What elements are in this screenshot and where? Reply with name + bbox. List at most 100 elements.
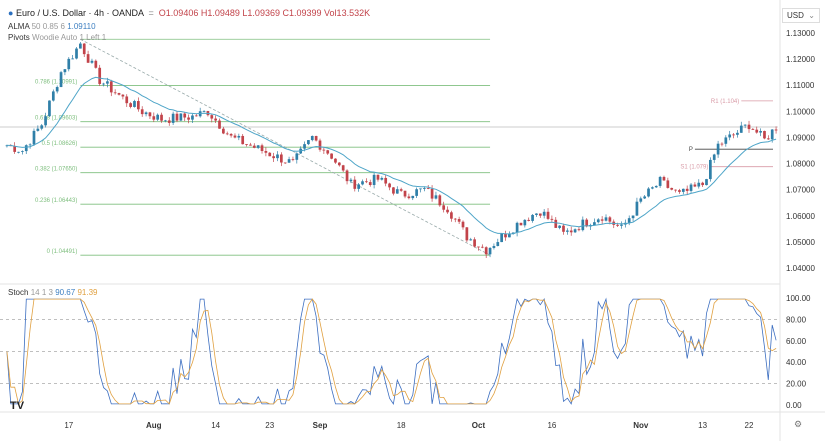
alma-legend[interactable]: ALMA 50 0.85 6 1.09110	[8, 22, 96, 31]
fib-level-label: 0.236 (1.06443)	[35, 198, 77, 204]
candle-body	[260, 145, 264, 152]
stoch-tick-label: 20.00	[786, 380, 807, 389]
candle-body	[743, 124, 747, 126]
candle-body	[334, 158, 337, 163]
candle-body	[337, 162, 341, 166]
candle-body	[295, 153, 299, 160]
candle-body	[635, 201, 639, 216]
stoch-k-value: 90.67	[55, 288, 76, 297]
candle-body	[191, 115, 194, 120]
candle-body	[380, 177, 384, 180]
candle-body	[349, 179, 353, 182]
currency-flag-icon: ●	[8, 8, 14, 18]
candle-body	[666, 180, 670, 188]
candle-body	[627, 218, 631, 223]
currency-label: USD	[787, 11, 804, 20]
candle-body	[566, 230, 569, 232]
candle-body	[144, 112, 148, 115]
candle-body	[287, 159, 291, 163]
pivots-params: Woodie Auto 1 Left 1	[32, 33, 107, 42]
candle-body	[736, 132, 739, 135]
candle-body	[542, 211, 546, 216]
candle-body	[318, 140, 322, 150]
candle-body	[670, 187, 674, 190]
symbol-title[interactable]: Euro / U.S. Dollar · 4h · OANDA	[15, 8, 144, 18]
candle-body	[55, 87, 59, 92]
currency-select[interactable]: USD ⌄	[782, 8, 820, 23]
price-tick-label: 1.10000	[786, 107, 815, 116]
candle-body	[125, 96, 129, 104]
stoch-d-line	[6, 298, 777, 405]
candle-body	[500, 233, 504, 243]
candle-body	[376, 174, 380, 180]
candle-body	[712, 154, 716, 160]
candle-body	[492, 246, 496, 248]
candle-body	[442, 205, 446, 210]
candle-body	[310, 135, 314, 141]
candle-body	[546, 211, 550, 219]
candle-body	[407, 196, 411, 199]
candle-body	[341, 165, 345, 171]
candle-body	[345, 170, 349, 182]
candle-body	[71, 58, 74, 60]
candle-body	[214, 118, 217, 121]
time-tick-label: 16	[547, 421, 556, 430]
candle-body	[75, 48, 78, 59]
candle-body	[728, 134, 732, 138]
candle-body	[392, 187, 395, 194]
volume-value: Vol13.532K	[324, 8, 371, 18]
candle-body	[183, 113, 187, 118]
candle-body	[693, 184, 697, 187]
candle-body	[384, 177, 388, 184]
candle-body	[249, 144, 252, 146]
candle-body	[79, 43, 82, 49]
time-tick-label: 22	[745, 421, 754, 430]
candle-body	[51, 91, 55, 101]
time-tick-label: 23	[265, 421, 274, 430]
candle-body	[651, 187, 654, 189]
candle-body	[202, 111, 206, 112]
candle-body	[600, 219, 604, 221]
candle-body	[523, 219, 527, 226]
candle-body	[28, 144, 32, 146]
candle-body	[438, 195, 442, 206]
fib-level-label: 0.382 (1.07650)	[35, 167, 77, 173]
candle-body	[365, 181, 368, 183]
price-tick-label: 1.13000	[786, 29, 815, 38]
candle-body	[573, 229, 577, 233]
candle-body	[179, 113, 183, 121]
candle-body	[450, 212, 453, 219]
price-tick-label: 1.07000	[786, 186, 815, 195]
candle-body	[353, 179, 357, 189]
candle-body	[430, 188, 434, 199]
stoch-tick-label: 100.00	[786, 294, 811, 303]
candle-body	[102, 83, 105, 85]
candle-body	[558, 225, 561, 228]
candle-body	[175, 113, 179, 121]
candle-body	[90, 60, 94, 63]
candle-body	[508, 233, 511, 238]
candle-body	[562, 225, 565, 232]
pivots-legend[interactable]: Pivots Woodie Auto 1 Left 1	[8, 33, 106, 42]
candle-body	[488, 247, 492, 255]
candle-body	[24, 145, 28, 152]
pivot-label: R1 (1.104)	[711, 99, 739, 105]
candle-body	[577, 229, 581, 231]
pivot-label: S1 (1.079)	[680, 165, 708, 171]
candle-body	[167, 120, 171, 123]
candle-body	[86, 54, 90, 63]
candle-body	[608, 217, 612, 222]
candle-body	[399, 189, 403, 191]
candle-body	[291, 159, 295, 160]
candle-body	[604, 217, 608, 221]
candle-body	[457, 219, 461, 222]
fib-level-label: 0.5 (1.08626)	[42, 141, 78, 147]
candle-body	[276, 154, 279, 159]
candle-body	[480, 246, 484, 248]
settings-gear-icon[interactable]: ⚙	[794, 419, 803, 429]
stoch-legend[interactable]: Stoch 14 1 3 90.67 91.39	[8, 288, 97, 297]
candle-body	[647, 188, 650, 197]
candle-body	[705, 179, 708, 186]
candle-body	[148, 112, 152, 117]
